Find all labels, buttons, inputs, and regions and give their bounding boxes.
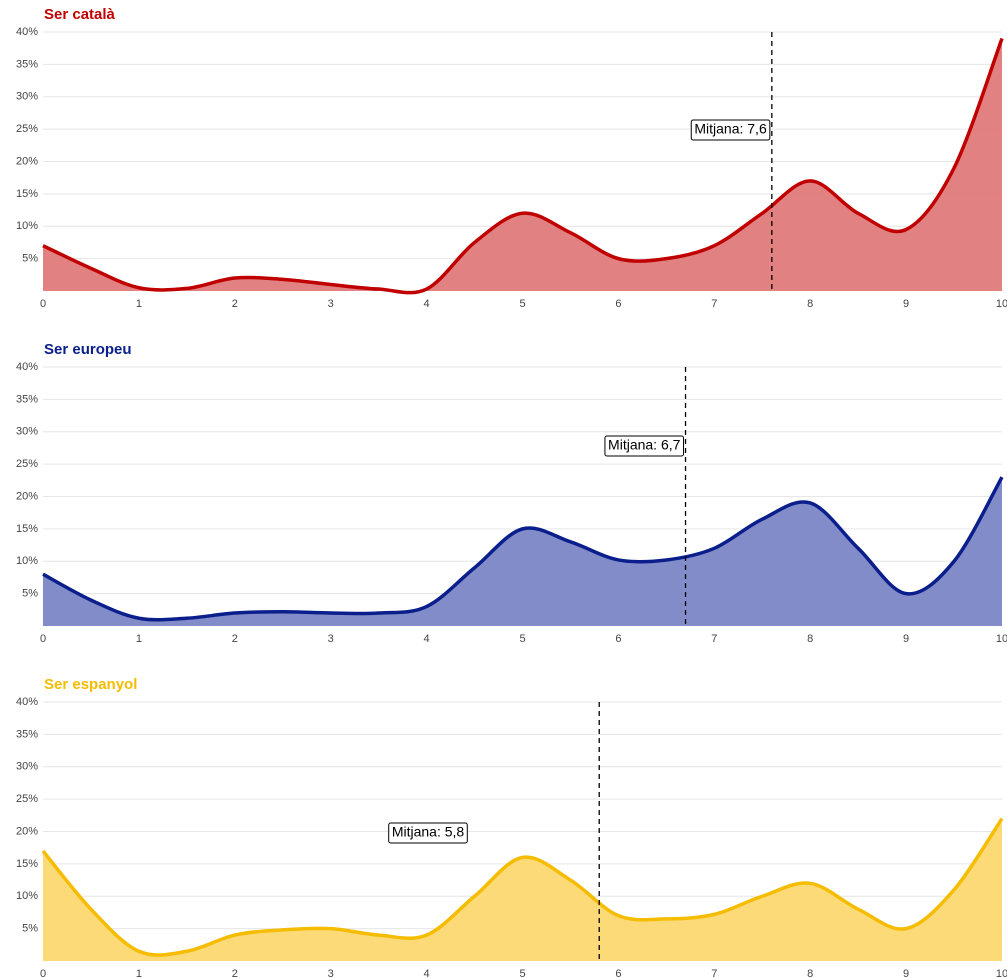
x-tick-label: 0 (40, 633, 46, 645)
x-tick-label: 8 (807, 298, 813, 310)
y-tick-label: 25% (16, 123, 38, 135)
y-tick-label: 35% (16, 728, 38, 740)
density-line (42, 37, 1004, 295)
x-tick-label: 7 (711, 298, 717, 310)
annotation-box (388, 822, 468, 844)
x-tick-label: 2 (232, 298, 238, 310)
x-tick-label: 10 (996, 633, 1007, 645)
panel-title: Ser català (44, 6, 116, 23)
area-fill (43, 38, 1002, 293)
y-tick-label: 40% (16, 696, 38, 708)
x-tick-label: 4 (424, 298, 430, 310)
x-tick-label: 6 (615, 968, 621, 978)
x-tick-label: 7 (711, 633, 717, 645)
x-tick-label: 4 (424, 633, 430, 645)
x-tick-label: 9 (903, 968, 909, 978)
mean-annotation: Mitjana: 6,7 (608, 437, 681, 453)
x-tick-label: 10 (996, 968, 1007, 978)
x-tick-label: 3 (328, 298, 334, 310)
x-tick-label: 6 (615, 633, 621, 645)
panel-title: Ser espanyol (44, 676, 137, 693)
area-fill (43, 477, 1002, 626)
y-tick-label: 10% (16, 220, 38, 232)
area-fill (43, 818, 1002, 961)
x-tick-label: 0 (40, 968, 46, 978)
y-tick-label: 30% (16, 426, 38, 438)
x-tick-label: 9 (903, 298, 909, 310)
x-tick-label: 6 (615, 298, 621, 310)
x-tick-label: 1 (136, 633, 142, 645)
x-tick-label: 4 (424, 968, 430, 978)
y-tick-label: 35% (16, 393, 38, 405)
y-tick-label: 15% (16, 188, 38, 200)
density-line (42, 476, 1004, 622)
x-tick-label: 10 (996, 298, 1007, 310)
x-tick-label: 3 (328, 633, 334, 645)
x-tick-label: 5 (519, 968, 525, 978)
x-tick-label: 1 (136, 968, 142, 978)
y-tick-label: 5% (22, 923, 38, 935)
annotation-box (690, 119, 771, 141)
x-tick-label: 8 (807, 633, 813, 645)
x-tick-label: 9 (903, 633, 909, 645)
y-tick-label: 40% (16, 26, 38, 38)
y-tick-label: 25% (16, 458, 38, 470)
y-tick-label: 5% (22, 253, 38, 265)
x-tick-label: 2 (232, 633, 238, 645)
y-tick-label: 15% (16, 858, 38, 870)
x-tick-label: 1 (136, 298, 142, 310)
x-tick-label: 8 (807, 968, 813, 978)
annotation-box (604, 435, 685, 457)
y-tick-label: 25% (16, 793, 38, 805)
y-tick-label: 20% (16, 825, 38, 837)
mean-annotation: Mitjana: 5,8 (392, 824, 465, 840)
y-tick-label: 30% (16, 91, 38, 103)
panel-title: Ser europeu (44, 341, 132, 358)
y-tick-label: 40% (16, 361, 38, 373)
y-tick-label: 10% (16, 555, 38, 567)
mean-annotation: Mitjana: 7,6 (694, 121, 767, 137)
x-tick-label: 0 (40, 298, 46, 310)
y-tick-label: 20% (16, 155, 38, 167)
y-tick-label: 35% (16, 58, 38, 70)
density-line (41, 817, 1004, 957)
y-tick-label: 10% (16, 890, 38, 902)
y-tick-label: 20% (16, 490, 38, 502)
x-tick-label: 5 (519, 298, 525, 310)
x-tick-label: 3 (328, 968, 334, 978)
y-tick-label: 5% (22, 588, 38, 600)
x-tick-label: 7 (711, 968, 717, 978)
y-tick-label: 30% (16, 761, 38, 773)
x-tick-label: 2 (232, 968, 238, 978)
y-tick-label: 15% (16, 523, 38, 535)
x-tick-label: 5 (519, 633, 525, 645)
